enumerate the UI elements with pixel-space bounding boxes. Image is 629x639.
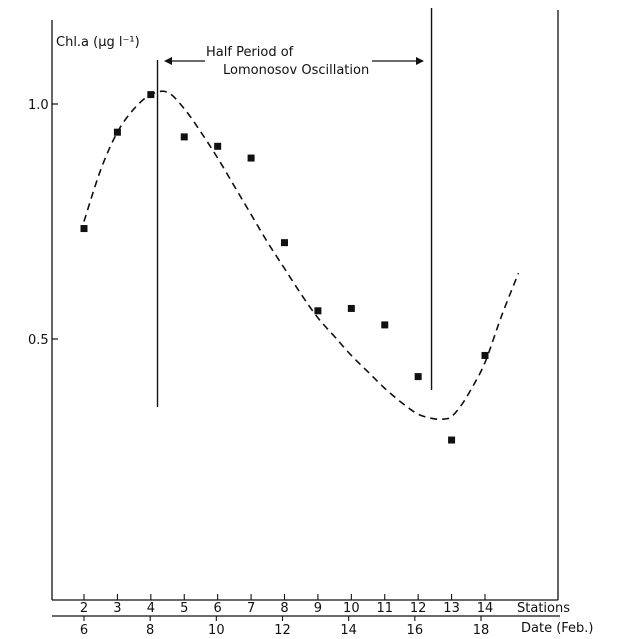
data-point-station-13 <box>448 436 456 444</box>
station-tick-label-2: 2 <box>80 601 88 616</box>
date-tick-label-18: 18 <box>473 623 490 638</box>
data-point-station-7 <box>247 154 255 162</box>
fitted-curve-line <box>83 90 520 421</box>
data-point-station-8 <box>281 239 288 247</box>
data-point-station-9 <box>314 307 322 315</box>
station-tick-label-6: 6 <box>214 601 222 616</box>
date-tick-label-8: 8 <box>146 623 154 638</box>
y-tick-label-1-0: 1.0 <box>28 98 49 113</box>
station-tick-label-9: 9 <box>314 601 322 616</box>
annotation-line2: Lomonosov Oscillation <box>223 63 369 78</box>
date-tick-label-6: 6 <box>80 623 88 638</box>
station-tick-label-7: 7 <box>247 601 255 616</box>
station-tick-label-11: 11 <box>376 601 393 616</box>
date-axis-label: Date (Feb.) <box>521 621 594 636</box>
data-point-station-2 <box>80 225 88 233</box>
station-tick-label-14: 14 <box>477 601 494 616</box>
station-tick-label-10: 10 <box>343 601 360 616</box>
annotation-arrowhead-right <box>416 57 424 65</box>
station-tick-label-8: 8 <box>280 601 288 616</box>
date-tick-label-14: 14 <box>340 623 357 638</box>
station-tick-label-3: 3 <box>113 601 121 616</box>
date-tick-label-12: 12 <box>274 623 291 638</box>
station-tick-label-5: 5 <box>180 601 188 616</box>
y-axis-label: Chl.a (µg l⁻¹) <box>56 35 140 50</box>
station-tick-label-4: 4 <box>147 601 155 616</box>
data-point-station-3 <box>113 128 121 136</box>
data-point-station-14 <box>481 351 489 359</box>
data-point-station-6 <box>214 142 222 150</box>
data-point-station-12 <box>414 373 422 381</box>
plot-area: 2 3 4 5 6 7 8 9 10 11 12 13 14 6 8 10 12 14 16 18 <box>52 8 520 638</box>
stations-axis-label: Stations <box>517 601 570 616</box>
data-point-station-10 <box>347 304 355 312</box>
data-point-station-4 <box>147 91 155 99</box>
date-tick-label-10: 10 <box>208 623 225 638</box>
station-tick-label-13: 13 <box>443 601 460 616</box>
date-tick-label-16: 16 <box>407 623 424 638</box>
annotation-line1: Half Period of <box>206 45 294 60</box>
y-tick-label-0-5: 0.5 <box>28 333 49 348</box>
data-point-station-5 <box>180 133 188 141</box>
station-tick-label-12: 12 <box>410 601 427 616</box>
data-point-station-11 <box>381 321 389 329</box>
annotation-arrowhead-left <box>164 57 172 65</box>
